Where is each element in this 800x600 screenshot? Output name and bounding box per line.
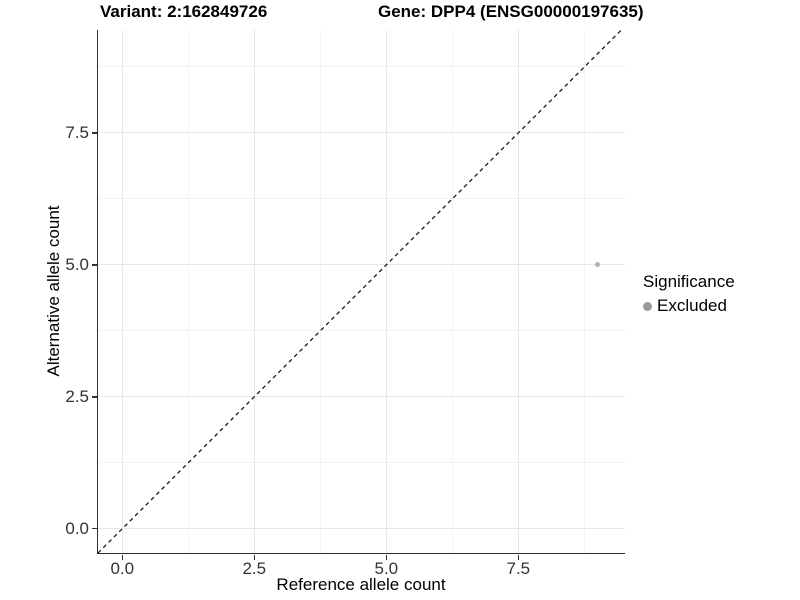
legend-item-excluded: Excluded [643,296,735,316]
major-gridline-horizontal [98,528,625,530]
y-tick-label: 5.0 [65,254,89,274]
major-gridline-vertical [517,30,519,553]
y-tick-mark [92,396,97,398]
y-tick-label: 0.0 [65,518,89,538]
legend-key-dot [643,301,652,311]
x-tick-label: 7.5 [506,558,531,578]
x-tick-label: 0.0 [110,558,135,578]
plot-title-variant: Variant: 2:162849726 [100,2,268,21]
legend-item-label: Excluded [657,296,727,315]
plot-panel [97,30,625,554]
minor-gridline-horizontal [98,330,625,332]
y-tick-label: 7.5 [65,122,89,142]
major-gridline-vertical [121,30,123,553]
major-gridline-horizontal [98,264,625,266]
major-gridline-horizontal [98,132,625,134]
x-tick-mark [253,554,256,560]
major-gridline-vertical [385,30,387,553]
y-tick-mark [92,132,97,134]
major-gridline-horizontal [98,396,625,398]
minor-gridline-horizontal [98,462,625,464]
x-tick-mark [385,554,388,560]
legend-title: Significance [643,272,735,291]
x-tick-mark [517,554,520,560]
legend: Significance Excluded [643,272,735,316]
minor-gridline-horizontal [98,66,625,68]
data-point [595,262,601,268]
minor-gridline-vertical [187,30,189,553]
identity-line [98,30,622,553]
major-gridline-vertical [253,30,255,553]
y-tick-mark [92,264,97,266]
x-tick-label: 2.5 [242,558,267,578]
x-tick-mark [121,554,124,560]
minor-gridline-vertical [583,30,585,553]
minor-gridline-vertical [319,30,321,553]
y-tick-mark [92,527,97,530]
plot-title-gene: Gene: DPP4 (ENSG00000197635) [378,2,644,21]
minor-gridline-vertical [451,30,453,553]
y-axis-title: Alternative allele count [44,205,63,377]
x-tick-label: 5.0 [374,558,399,578]
x-axis-title: Reference allele count [276,575,446,594]
minor-gridline-horizontal [98,198,625,200]
y-tick-label: 2.5 [65,386,89,406]
